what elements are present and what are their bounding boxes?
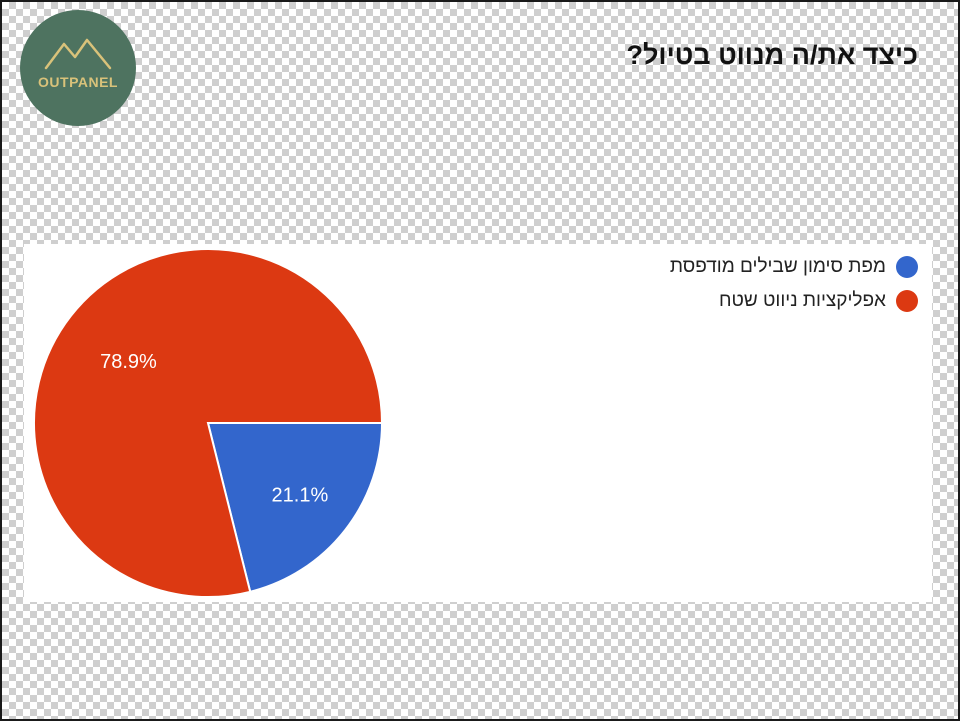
mountain-icon — [44, 38, 112, 70]
legend-dot-1 — [896, 256, 918, 278]
chart-panel: 21.1% 78.9% מפת סימון שבילים מודפסת אפליקצ… — [24, 244, 932, 602]
legend-label-2: אפליקציות ניווט שטח — [718, 290, 886, 311]
logo-text: OUTPANEL — [38, 74, 118, 90]
pie-slice-2 — [33, 248, 384, 598]
slice-label-1: 21.1% — [272, 485, 329, 507]
logo-circle — [20, 10, 136, 126]
chart-legend: מפת סימון שבילים מודפסת אפליקציות ניווט ש… — [670, 250, 918, 318]
legend-label-1: מפת סימון שבילים מודפסת — [669, 256, 886, 277]
pie-slice-1 — [206, 422, 384, 594]
slice-label-2: 78.9% — [100, 351, 157, 373]
outpanel-logo: OUTPANEL — [20, 10, 136, 126]
legend-dot-2 — [896, 290, 918, 312]
legend-item-1: מפת סימון שבילים מודפסת — [670, 250, 918, 284]
legend-item-2: אפליקציות ניווט שטח — [670, 284, 918, 318]
page-title: כיצד את/ה מנווט בטיול? — [626, 40, 919, 70]
pie-chart: 21.1% 78.9% — [33, 248, 384, 598]
